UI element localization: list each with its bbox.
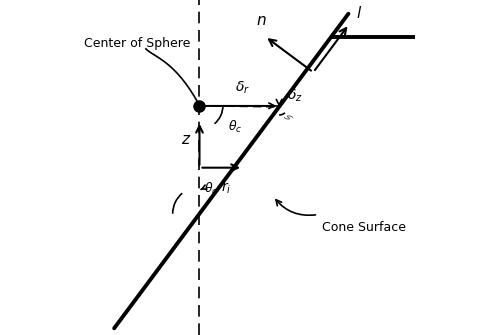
Text: $r_i$: $r_i$ xyxy=(221,180,232,196)
Text: z: z xyxy=(181,132,189,147)
Text: n: n xyxy=(257,13,266,28)
Text: Center of Sphere: Center of Sphere xyxy=(84,38,190,50)
Text: Cone Surface: Cone Surface xyxy=(321,221,406,234)
Text: $\delta_r$: $\delta_r$ xyxy=(235,80,250,96)
Text: $\delta_z$: $\delta_z$ xyxy=(287,88,303,105)
Text: $\theta_c$: $\theta_c$ xyxy=(228,119,242,135)
Text: $\theta_c$: $\theta_c$ xyxy=(204,181,219,197)
Text: $l$: $l$ xyxy=(356,5,362,21)
